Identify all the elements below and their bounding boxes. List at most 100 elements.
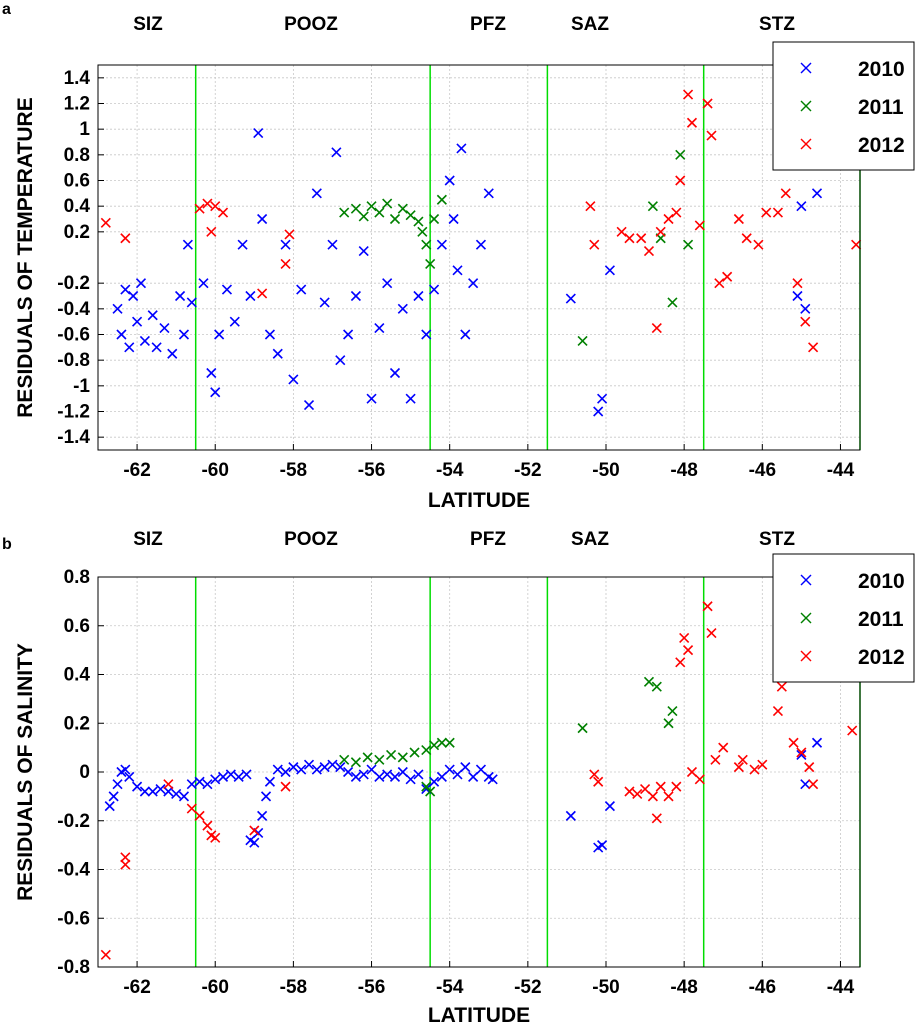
data-point bbox=[421, 329, 432, 340]
data-point bbox=[194, 776, 205, 787]
data-point bbox=[702, 601, 713, 612]
data-point bbox=[264, 329, 276, 340]
data-point bbox=[679, 632, 690, 644]
data-point bbox=[210, 387, 221, 398]
data-point bbox=[171, 788, 182, 800]
data-point bbox=[487, 774, 498, 785]
data-point bbox=[632, 788, 643, 800]
data-point bbox=[792, 290, 803, 302]
data-point bbox=[428, 740, 440, 751]
data-point bbox=[397, 303, 408, 314]
data-point bbox=[174, 290, 186, 302]
data-point bbox=[585, 201, 596, 212]
data-point bbox=[694, 220, 705, 231]
legend-label: 2011 bbox=[858, 96, 904, 119]
x-tick-label: -52 bbox=[514, 977, 541, 998]
legend-label: 2010 bbox=[858, 570, 905, 593]
data-point bbox=[311, 764, 322, 775]
y-tick-label: -1.4 bbox=[57, 427, 90, 448]
data-point bbox=[616, 226, 627, 237]
data-point bbox=[428, 284, 440, 295]
x-tick-label: -48 bbox=[670, 977, 697, 998]
data-point bbox=[245, 290, 256, 302]
legend-marker bbox=[800, 138, 812, 150]
data-point bbox=[792, 278, 803, 289]
data-point bbox=[139, 786, 150, 797]
data-point bbox=[421, 239, 432, 250]
data-point bbox=[604, 801, 615, 812]
x-tick-label: -50 bbox=[592, 460, 619, 481]
data-point bbox=[163, 779, 174, 790]
data-point bbox=[132, 316, 143, 327]
data-point bbox=[800, 303, 811, 314]
data-point bbox=[733, 213, 744, 225]
plot-area bbox=[98, 65, 860, 450]
data-point bbox=[772, 705, 784, 717]
data-point bbox=[151, 342, 162, 353]
data-point bbox=[436, 239, 447, 250]
data-point bbox=[776, 681, 787, 692]
data-point bbox=[405, 393, 416, 404]
data-point bbox=[120, 852, 131, 863]
data-point bbox=[178, 791, 190, 802]
data-point bbox=[217, 771, 229, 782]
data-point bbox=[397, 752, 408, 763]
legend-label: 2012 bbox=[858, 134, 905, 157]
data-point bbox=[663, 791, 674, 802]
data-point bbox=[851, 239, 862, 250]
data-point bbox=[350, 771, 361, 782]
data-point bbox=[405, 774, 416, 785]
data-point bbox=[425, 258, 436, 269]
data-point bbox=[257, 810, 268, 821]
x-tick-label: -46 bbox=[749, 977, 776, 998]
y-tick-label: 0 bbox=[79, 762, 90, 783]
data-point bbox=[675, 149, 686, 160]
data-point bbox=[147, 786, 158, 797]
data-point bbox=[655, 781, 666, 792]
data-point bbox=[116, 329, 127, 340]
data-point bbox=[597, 393, 608, 404]
data-point bbox=[452, 769, 463, 780]
data-point bbox=[331, 147, 342, 158]
data-point bbox=[327, 239, 338, 250]
data-point bbox=[296, 284, 307, 295]
data-point bbox=[214, 329, 225, 340]
data-point bbox=[800, 779, 811, 790]
data-point bbox=[237, 239, 248, 250]
data-point bbox=[706, 627, 717, 639]
zone-label: SIZ bbox=[133, 529, 163, 550]
data-point bbox=[272, 764, 283, 775]
data-point bbox=[108, 791, 119, 802]
data-point bbox=[350, 290, 361, 302]
y-tick-label: 1.2 bbox=[64, 94, 90, 115]
data-point bbox=[694, 774, 705, 785]
data-point bbox=[671, 781, 682, 792]
x-tick-label: -50 bbox=[592, 977, 619, 998]
x-tick-label: -60 bbox=[201, 460, 228, 481]
data-point bbox=[217, 207, 229, 218]
data-point bbox=[389, 771, 401, 782]
data-point bbox=[444, 764, 455, 775]
data-point bbox=[796, 747, 807, 758]
legend-marker bbox=[800, 650, 812, 662]
data-point bbox=[409, 747, 420, 758]
data-point bbox=[667, 705, 678, 717]
data-point bbox=[788, 737, 799, 748]
data-point bbox=[120, 284, 131, 295]
data-point bbox=[417, 226, 428, 237]
data-point bbox=[225, 769, 236, 780]
zone-label: SIZ bbox=[133, 14, 163, 35]
data-point bbox=[444, 737, 455, 748]
data-point bbox=[210, 832, 221, 843]
data-point bbox=[288, 374, 299, 385]
data-point bbox=[362, 752, 373, 763]
data-point bbox=[128, 290, 139, 302]
data-point bbox=[647, 791, 658, 802]
data-point bbox=[358, 769, 369, 780]
data-point bbox=[147, 310, 158, 321]
legend-marker bbox=[800, 574, 812, 586]
data-point bbox=[167, 348, 178, 359]
y-tick-label: -0.4 bbox=[57, 299, 90, 320]
data-point bbox=[593, 406, 604, 417]
data-point bbox=[425, 786, 436, 797]
